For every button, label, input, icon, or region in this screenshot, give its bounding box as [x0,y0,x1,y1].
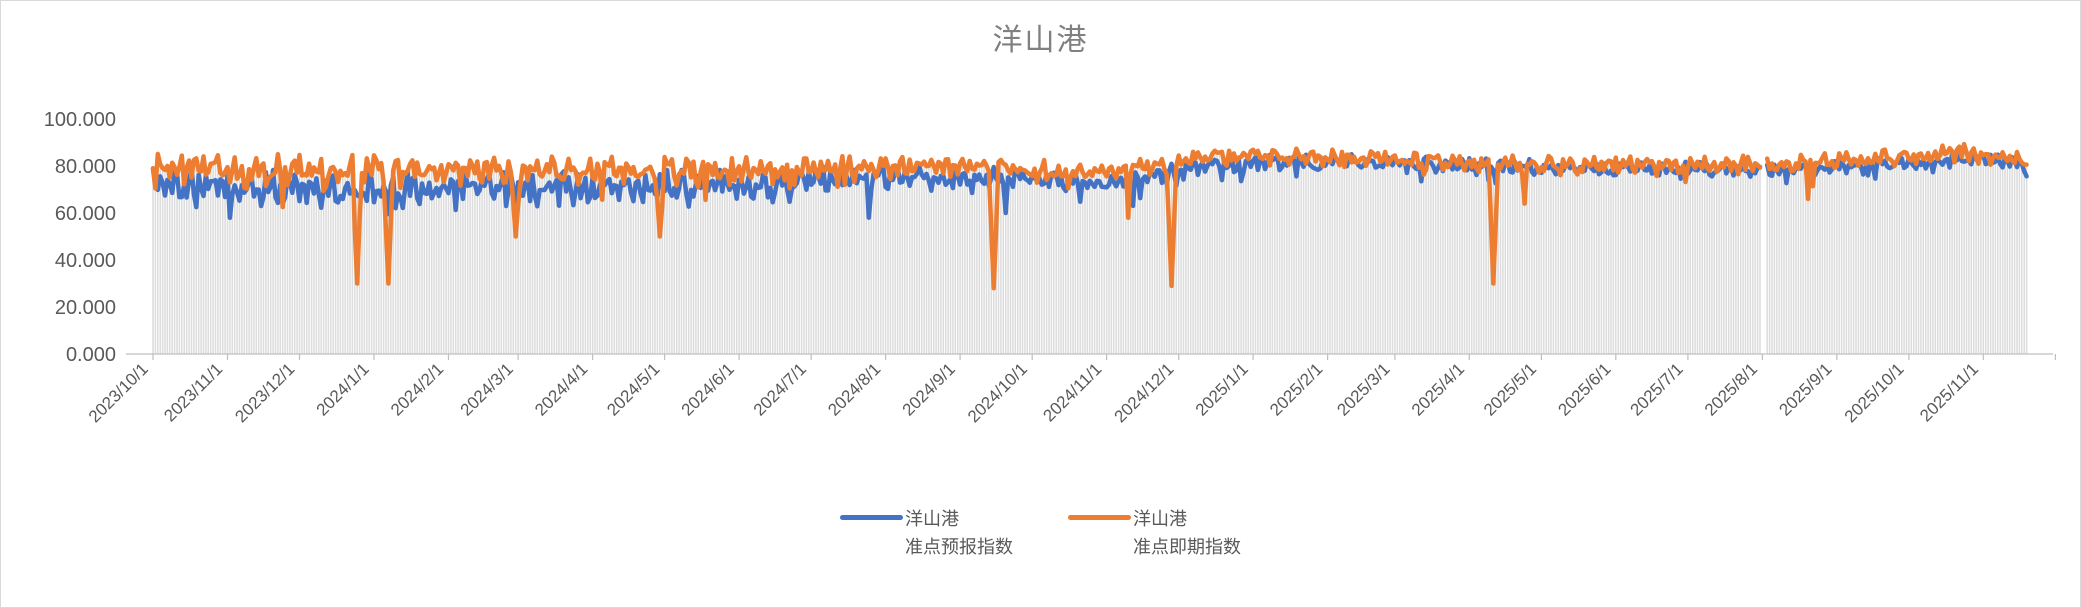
x-axis-label: 2024/10/1 [964,359,1031,426]
legend-item-forecast: 洋山港 准点预报指数 [840,506,1013,562]
x-axis-label: 2025/4/1 [1408,359,1468,419]
y-axis-label: 100.000 [44,109,116,131]
x-axis-label: 2025/9/1 [1775,359,1835,419]
x-axis-label: 2025/11/1 [1916,359,1982,425]
y-axis-label: 80.000 [55,156,116,178]
x-axis-label: 2024/12/1 [1111,359,1178,426]
x-axis-label: 2024/4/1 [531,359,591,419]
y-axis-label: 20.000 [55,297,116,319]
legend: 洋山港 准点预报指数 洋山港 准点即期指数 [1,506,2080,562]
y-axis-label: 0.000 [66,344,116,366]
x-axis-label: 2024/3/1 [457,359,517,419]
legend-forecast-label-line2: 准点预报指数 [905,536,1013,557]
x-axis-label: 2024/9/1 [899,359,959,419]
x-axis-label: 2025/7/1 [1626,359,1686,419]
x-axis-label: 2024/1/1 [313,359,373,419]
x-axis-label: 2025/6/1 [1554,359,1614,419]
y-axis-label: 40.000 [55,250,116,272]
x-axis-label: 2023/11/1 [160,359,226,425]
x-axis-label: 2025/5/1 [1480,359,1540,419]
series-line-spot [150,141,2029,291]
x-axis-label: 2024/2/1 [387,359,447,419]
forecast-line-swatch-icon [840,515,903,520]
x-axis-label: 2025/8/1 [1701,359,1761,419]
legend-item-spot: 洋山港 准点即期指数 [1068,506,1241,562]
x-axis-label: 2024/5/1 [603,359,663,419]
x-axis-label: 2024/8/1 [824,359,884,419]
x-axis-label: 2024/11/1 [1039,359,1105,425]
legend-spot-label-line2: 准点即期指数 [1133,536,1241,557]
x-axis-label: 2025/2/1 [1266,359,1326,419]
x-axis-label: 2025/10/1 [1841,359,1908,426]
legend-spot-label-line1: 洋山港 [1133,509,1187,529]
x-axis-label: 2025/1/1 [1192,359,1252,419]
y-axis-label: 60.000 [55,203,116,225]
x-axis-label: 2025/3/1 [1333,359,1393,419]
x-axis-label: 2023/10/1 [85,359,152,426]
axis-ticks [152,354,2056,360]
legend-forecast-label-line1: 洋山港 [905,509,959,529]
x-axis-label: 2024/7/1 [750,359,810,419]
chart-title: 洋山港 [992,24,1089,57]
x-axis-label: 2024/6/1 [678,359,738,419]
x-axis-label: 2023/12/1 [231,359,298,426]
spot-line-swatch-icon [1068,515,1131,520]
